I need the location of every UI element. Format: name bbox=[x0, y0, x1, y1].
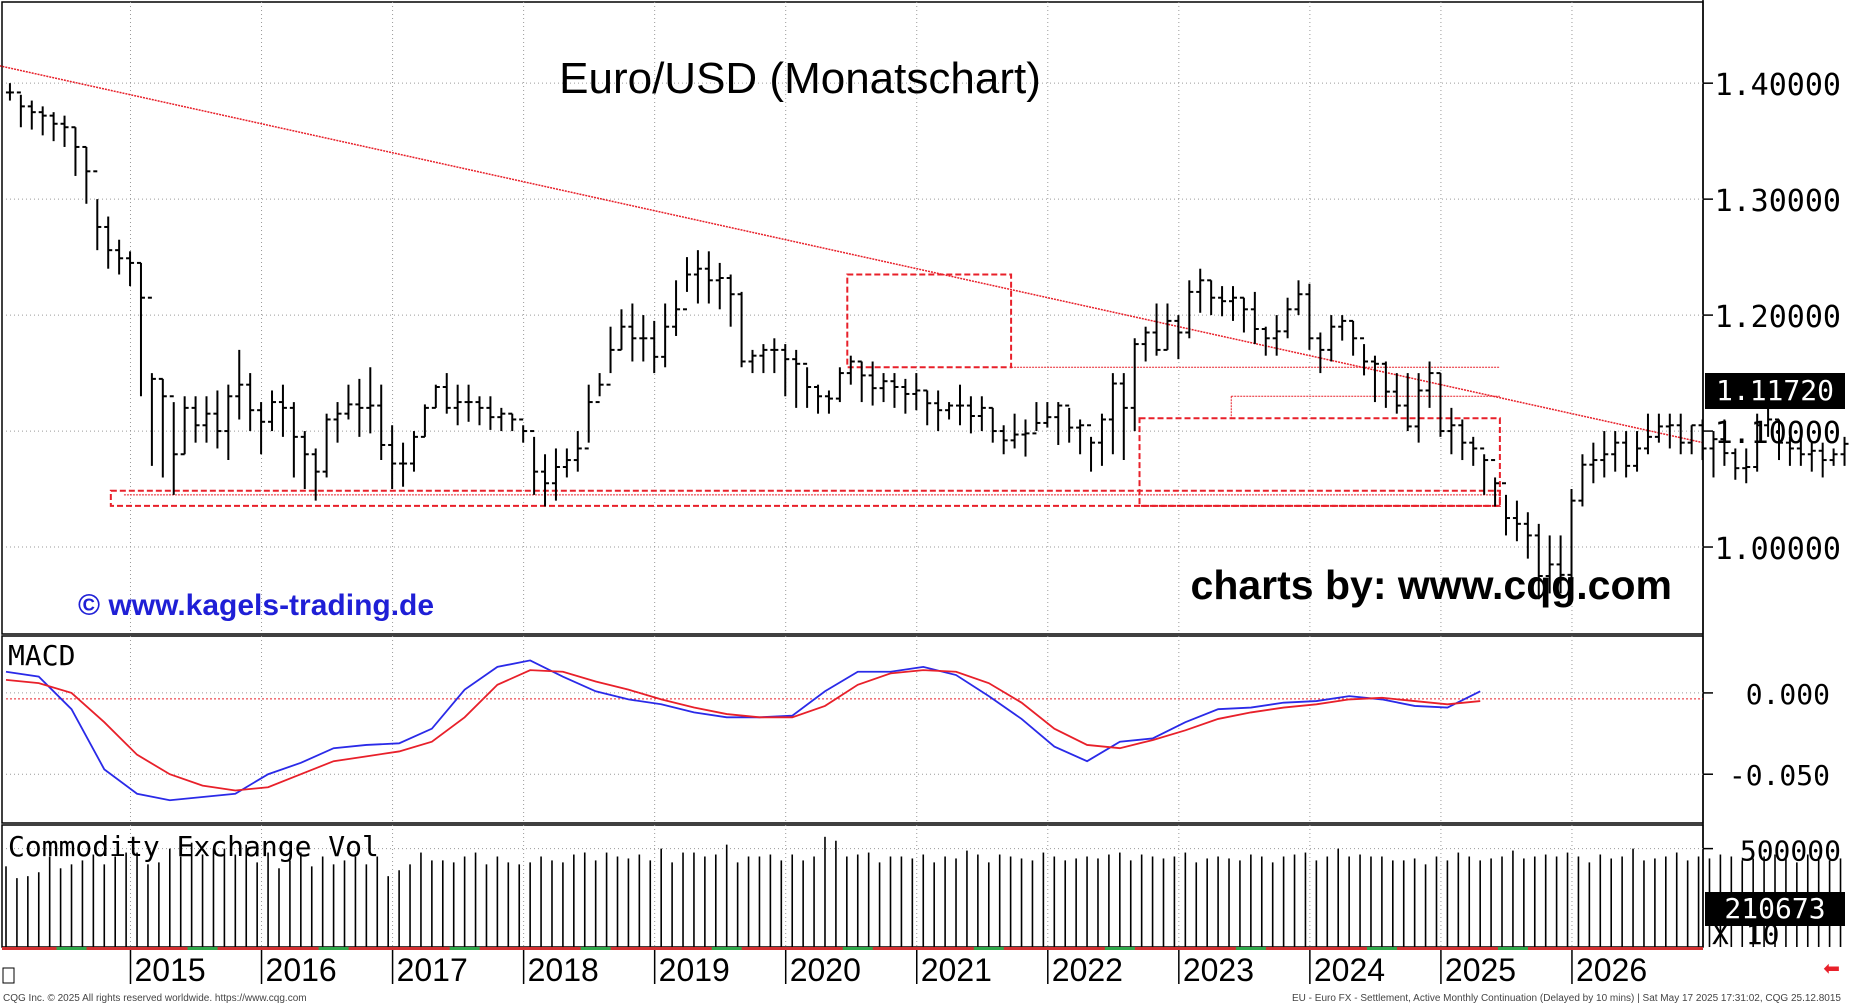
volume-scale-label: X 10 bbox=[1712, 918, 1779, 951]
last-volume-tag bbox=[1705, 892, 1845, 926]
macd-panel-title: MACD bbox=[8, 639, 75, 672]
macd-line bbox=[5, 659, 1481, 802]
x-axis-strip-segment bbox=[1235, 947, 1266, 950]
x-tick-label: 2016 bbox=[266, 952, 337, 988]
x-tick-label: 2015 bbox=[134, 952, 205, 988]
grid bbox=[6, 2, 1703, 947]
corner-marker bbox=[2, 967, 15, 984]
x-axis-strip-segment bbox=[318, 947, 349, 950]
annotations bbox=[0, 65, 1704, 507]
footer-right: EU - Euro FX - Settlement, Active Monthl… bbox=[1292, 993, 1841, 1004]
last-volume-label: 210673 bbox=[1724, 892, 1825, 925]
volume-panel-title: Commodity Exchange Vol bbox=[8, 830, 379, 863]
x-axis-strip-segment bbox=[56, 947, 87, 950]
x-tick-label: 2023 bbox=[1183, 952, 1254, 988]
panel-frame bbox=[1, 635, 1704, 824]
last-price-label: 1.11720 bbox=[1716, 374, 1834, 407]
y-tick-label: 500000 bbox=[1740, 835, 1841, 868]
trendline bbox=[0, 65, 1704, 444]
y-tick-label: 0.000 bbox=[1746, 678, 1830, 711]
axes: 2015 2016 2017 2018 2019 2020 2021 2022 2023 2024… bbox=[2, 68, 1841, 988]
x-axis-strip-segment bbox=[973, 947, 1004, 950]
price-bars bbox=[5, 83, 1849, 600]
x-axis-strip-segment bbox=[1104, 947, 1135, 950]
y-tick-label: 1.40000 bbox=[1715, 68, 1841, 103]
annotation-box bbox=[109, 489, 1501, 507]
x-tick-label: 2017 bbox=[397, 952, 468, 988]
annotation-box bbox=[1138, 417, 1501, 507]
x-axis-strip-segment bbox=[711, 947, 742, 950]
x-tick-label: 2019 bbox=[659, 952, 730, 988]
watermark-left: © www.kagels-trading.de bbox=[78, 589, 434, 622]
x-tick-label: 2025 bbox=[1445, 952, 1516, 988]
y-tick-label: 1.20000 bbox=[1715, 300, 1841, 335]
x-axis-strip-segment bbox=[187, 947, 218, 950]
footer-left: CQG Inc. © 2025 All rights reserved worl… bbox=[3, 993, 307, 1004]
chart-title: Euro/USD (Monatschart) bbox=[559, 54, 1041, 103]
y-tick-label: 1.00000 bbox=[1715, 532, 1841, 567]
panel-frames bbox=[1, 0, 1704, 948]
x-tick-label: 2021 bbox=[921, 952, 992, 988]
macd-lines bbox=[5, 659, 1481, 802]
x-axis-strip-segment bbox=[842, 947, 873, 950]
x-tick-label: 2022 bbox=[1052, 952, 1123, 988]
x-tick-label: 2018 bbox=[528, 952, 599, 988]
x-axis-strip-segment bbox=[1497, 947, 1528, 950]
x-axis-strip-segment bbox=[1366, 947, 1397, 950]
last-price-tag bbox=[1705, 373, 1845, 409]
y-tick-label: 1.10000 bbox=[1715, 416, 1841, 451]
scroll-arrow-icon[interactable]: ⬅ bbox=[1823, 958, 1840, 980]
footer: CQG Inc. © 2025 All rights reserved worl… bbox=[0, 990, 1849, 1008]
annotation-box bbox=[846, 273, 1013, 369]
x-tick-label: 2020 bbox=[790, 952, 861, 988]
x-axis-strip-segment bbox=[580, 947, 611, 950]
volume-bars bbox=[5, 836, 1842, 947]
y-tick-label: -0.050 bbox=[1729, 759, 1830, 792]
x-axis-strip-segment bbox=[449, 947, 480, 950]
x-tick-label: 2024 bbox=[1314, 952, 1385, 988]
macd-signal-line bbox=[5, 669, 1481, 792]
x-tick-label: 2026 bbox=[1576, 952, 1647, 988]
y-tick-label: 1.30000 bbox=[1715, 184, 1841, 219]
watermark-right: charts by: www.cqg.com bbox=[1191, 562, 1672, 608]
